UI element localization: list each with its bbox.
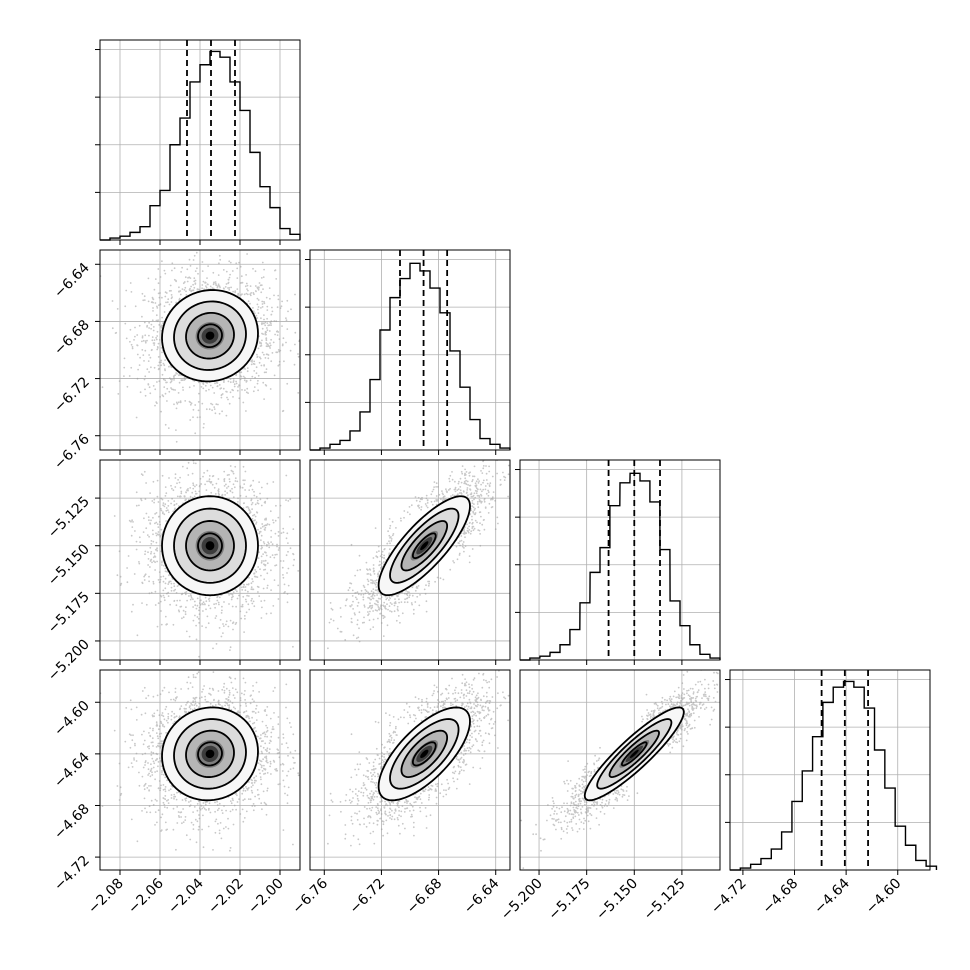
contour-1	[185, 729, 235, 778]
x-tick-label: −5.125	[641, 876, 689, 924]
x-tick-label: −4.60	[863, 876, 905, 918]
histogram-panel-3	[725, 669, 938, 875]
y-tick-label: −4.64	[51, 749, 93, 791]
contour-0	[620, 741, 648, 767]
y-tick-label: −4.68	[51, 801, 93, 843]
x-tick-label: −4.72	[708, 876, 750, 918]
y-tick-label: −6.68	[51, 317, 93, 359]
y-tick-label: −5.200	[45, 636, 93, 684]
contour-3	[583, 706, 685, 802]
histogram-step	[100, 50, 301, 241]
contour-1	[400, 520, 449, 572]
x-tick-label: −4.68	[760, 876, 802, 918]
histogram-panel-0	[95, 39, 301, 245]
density-fill-5	[205, 541, 215, 551]
contour-0	[197, 532, 223, 560]
scatter-panel-1-0	[95, 249, 301, 455]
x-tick-label: −2.06	[125, 875, 167, 917]
contour-2	[389, 507, 460, 584]
y-tick-label: −6.64	[51, 260, 93, 302]
contour-3	[161, 706, 259, 802]
x-tick-label: −6.72	[347, 876, 389, 918]
y-tick-label: −6.76	[51, 431, 93, 473]
panel-frame	[309, 249, 511, 451]
scatter-panel-2-0	[95, 459, 301, 665]
scatter-panel-3-1	[309, 669, 511, 875]
contour-3	[377, 495, 471, 597]
panel-frame	[309, 459, 511, 661]
contour-2	[596, 718, 673, 790]
contour-1	[400, 729, 449, 779]
contour-2	[173, 718, 247, 790]
histogram-step	[730, 680, 938, 871]
y-tick-label: −5.125	[45, 494, 93, 542]
scatter-panel-3-2	[519, 669, 721, 875]
contour-1	[185, 311, 235, 360]
contour-3	[161, 495, 259, 597]
contour-1	[185, 520, 235, 572]
density-fill-5	[420, 541, 429, 551]
contour-0	[411, 741, 437, 767]
x-tick-label: −2.04	[165, 875, 207, 917]
y-tick-label: −5.175	[45, 589, 93, 637]
contour-3	[161, 289, 259, 383]
density-fill-5	[205, 749, 215, 759]
panel-frame	[519, 669, 721, 871]
panel-frame	[519, 459, 721, 661]
contour-2	[389, 718, 460, 790]
y-tick-label: −6.72	[51, 374, 93, 416]
contour-2	[173, 300, 247, 371]
histogram-step	[520, 472, 721, 661]
contour-0	[197, 323, 223, 349]
y-tick-label: −4.72	[51, 853, 93, 895]
x-tick-label: −6.68	[404, 876, 446, 918]
contour-2	[173, 507, 247, 584]
density-fill-5	[629, 749, 639, 759]
x-tick-label: −2.08	[85, 876, 127, 918]
x-tick-label: −4.64	[811, 875, 853, 917]
panel-frame	[729, 669, 931, 871]
x-tick-label: −6.76	[289, 875, 331, 917]
scatter-panel-3-0	[95, 669, 301, 875]
x-tick-label: −2.00	[245, 876, 287, 918]
contour-1	[608, 729, 660, 778]
x-tick-label: −6.64	[461, 875, 503, 917]
histogram-panel-1	[305, 249, 511, 455]
y-tick-label: −5.150	[45, 541, 93, 589]
panel-frame	[309, 669, 511, 871]
x-tick-label: −5.150	[593, 876, 641, 924]
scatter-panel-2-1	[309, 459, 511, 665]
histogram-panel-2	[515, 459, 721, 665]
x-tick-label: −5.200	[498, 876, 546, 924]
density-fill-5	[205, 331, 215, 340]
x-tick-label: −5.175	[546, 876, 594, 924]
contour-0	[411, 532, 437, 559]
y-tick-label: −4.60	[51, 698, 93, 740]
x-tick-label: −2.02	[205, 876, 247, 918]
contour-3	[377, 706, 471, 802]
contour-0	[197, 741, 223, 767]
density-fill-5	[420, 749, 429, 759]
histogram-step	[310, 262, 511, 451]
